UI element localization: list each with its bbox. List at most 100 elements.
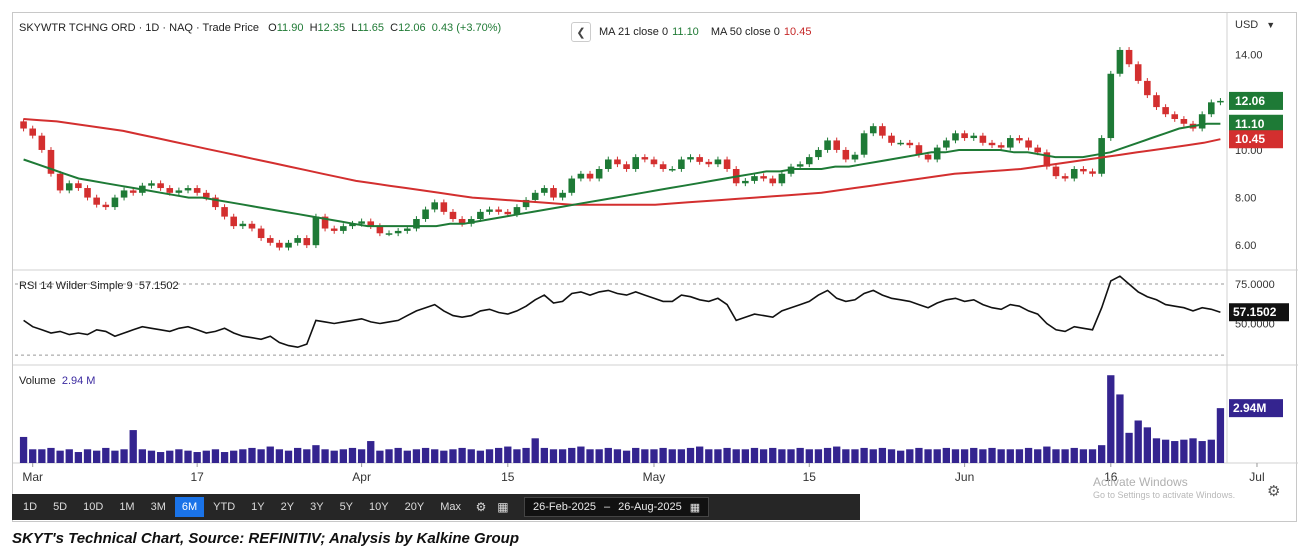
volume-bar — [979, 449, 987, 463]
volume-bar — [458, 447, 466, 463]
volume-bar — [449, 449, 457, 463]
volume-bar — [1006, 449, 1014, 463]
volume-bar — [239, 449, 247, 463]
range-button-3m[interactable]: 3M — [150, 501, 166, 513]
candle-body — [312, 216, 320, 246]
candle-body — [577, 173, 585, 179]
volume-bar — [942, 447, 950, 463]
table-icon[interactable]: ▦ — [497, 500, 509, 514]
candle-body — [997, 145, 1005, 148]
volume-bar — [1216, 408, 1225, 463]
candle-body — [221, 207, 228, 217]
candle-body — [340, 226, 347, 231]
candle-body — [477, 211, 484, 219]
volume-bar — [842, 449, 850, 463]
volume-bar — [184, 450, 192, 463]
candle-body — [467, 219, 475, 224]
volume-label: Volume — [19, 375, 56, 387]
settings-gear-icon[interactable]: ⚙ — [1267, 483, 1281, 500]
volume-bar — [723, 447, 731, 463]
rsi-line — [23, 275, 1221, 349]
candle-body — [93, 197, 100, 205]
candle-body — [367, 221, 375, 227]
candle-body — [678, 159, 685, 169]
chart-canvas[interactable]: 6.008.0010.0012.0014.0012.0611.1010.4550… — [13, 13, 1298, 493]
range-button-1d[interactable]: 1D — [23, 501, 38, 513]
rsi-tick-label: 50.0000 — [1235, 319, 1275, 331]
candle-body — [184, 188, 192, 191]
collapse-legend-button[interactable]: ❮ — [571, 22, 591, 42]
candle-body — [906, 142, 914, 146]
chart-frame: 6.008.0010.0012.0014.0012.0611.1010.4550… — [12, 12, 1298, 522]
candle-body — [239, 223, 247, 227]
currency-selector[interactable]: USD ▼ — [1235, 19, 1275, 31]
rsi-legend: RSI 14 Wilder Simple 9 57.1502 — [19, 280, 179, 292]
volume-bar — [915, 447, 923, 463]
candle-body — [285, 242, 292, 248]
volume-bar — [202, 450, 210, 463]
volume-bar — [330, 450, 338, 463]
candle-body — [742, 180, 749, 184]
candle-body — [632, 157, 639, 169]
volume-bar — [778, 449, 786, 463]
range-button-5y[interactable]: 5Y — [339, 501, 354, 513]
volume-bar — [878, 447, 887, 463]
volume-legend: Volume 2.94 M — [19, 375, 95, 387]
candle-body — [915, 145, 923, 155]
ma21-price-tag-bg — [1229, 114, 1283, 133]
ma-legend: ❮ MA 21 close 0 11.10 MA 50 close 0 10.4… — [571, 22, 823, 42]
candle-body — [1043, 152, 1051, 167]
candle-body — [559, 192, 566, 198]
date-range-picker[interactable]: 26-Feb-2025 – 26-Aug-2025 ▦ — [523, 497, 710, 517]
range-button-3y[interactable]: 3Y — [310, 501, 324, 513]
volume-bar — [1152, 438, 1161, 463]
candle-body — [924, 154, 932, 160]
volume-bar — [485, 449, 494, 463]
range-button-5d[interactable]: 5D — [53, 501, 68, 513]
compare-icon[interactable]: ⚙ — [475, 500, 487, 514]
range-button-20y[interactable]: 20Y — [404, 501, 425, 513]
ma50-price-tag: 10.45 — [1235, 132, 1265, 146]
candle-body — [230, 216, 237, 227]
candle-body — [157, 183, 164, 189]
candle-body — [431, 202, 438, 210]
price-tick-label: 14.00 — [1235, 50, 1263, 62]
range-button-10d[interactable]: 10D — [83, 501, 104, 513]
currency-label: USD — [1235, 19, 1259, 31]
ma21-label: MA 21 close 0 — [599, 26, 669, 38]
candle-body — [449, 211, 457, 219]
volume-bar — [531, 438, 539, 463]
candle-body — [1025, 140, 1032, 148]
candle-body — [1162, 107, 1169, 115]
volume-bar — [696, 446, 704, 463]
candle-body — [879, 126, 886, 136]
range-button-1m[interactable]: 1M — [119, 501, 135, 513]
ma21-line — [23, 122, 1221, 228]
range-button-6m[interactable]: 6M — [174, 497, 205, 517]
candle-body — [760, 176, 767, 179]
x-tick-label: Jul — [1249, 470, 1264, 484]
candle-body — [75, 183, 82, 189]
candle-body — [385, 233, 393, 235]
volume-bar — [339, 449, 347, 463]
volume-bar — [56, 450, 64, 463]
volume-value: 2.94 M — [61, 375, 96, 387]
volume-bar — [1024, 447, 1033, 463]
volume-bar — [759, 449, 768, 463]
candle-body — [1107, 73, 1115, 139]
range-button-ytd[interactable]: YTD — [213, 501, 236, 513]
volume-bar — [1043, 446, 1051, 463]
range-button-max[interactable]: Max — [440, 501, 461, 513]
range-button-1y[interactable]: 1Y — [251, 501, 265, 513]
volume-bar — [1189, 438, 1197, 463]
range-button-2y[interactable]: 2Y — [280, 501, 295, 513]
volume-bar — [376, 450, 384, 463]
candle-body — [1034, 147, 1041, 153]
candle-body — [943, 140, 950, 148]
range-button-10y[interactable]: 10Y — [369, 501, 389, 513]
candle-body — [1098, 138, 1105, 174]
volume-bar — [796, 447, 804, 463]
volume-bar — [1143, 427, 1151, 463]
volume-bar — [275, 449, 284, 463]
candle-body — [541, 188, 548, 193]
